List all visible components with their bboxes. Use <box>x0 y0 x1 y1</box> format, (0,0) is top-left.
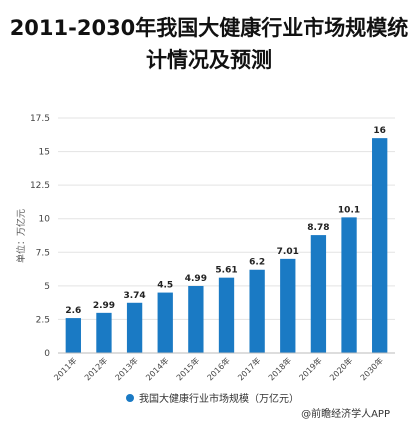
data-label: 6.2 <box>249 258 265 268</box>
data-label: 16 <box>373 126 386 136</box>
x-tick-label: 2014年 <box>144 355 171 382</box>
data-label: 4.5 <box>157 281 173 291</box>
y-axis-ticks: 0 2.5 5 7.5 10 12.5 15 17.5 <box>30 114 50 359</box>
bar <box>372 138 388 353</box>
data-label: 10.1 <box>338 205 360 215</box>
x-tick-label: 2017年 <box>235 355 262 382</box>
bar <box>249 269 265 353</box>
data-label: 2.99 <box>93 301 115 311</box>
bar <box>341 217 357 353</box>
source-credit: @前瞻经济学人APP <box>301 409 390 420</box>
y-tick-label: 15 <box>39 148 50 158</box>
bar <box>126 302 143 353</box>
bar <box>218 277 235 353</box>
x-tick-label: 2013年 <box>113 355 140 382</box>
bar <box>157 292 173 353</box>
bar <box>280 258 296 353</box>
x-tick-label: 2018年 <box>266 355 293 382</box>
grid-lines <box>58 117 395 320</box>
data-label: 2.6 <box>65 306 81 316</box>
x-tick-label: 2020年 <box>327 355 354 382</box>
x-tick-label: 2011年 <box>52 355 79 382</box>
data-label: 4.99 <box>185 274 207 284</box>
chart-title-line-1: 2011-2030年我国大健康行业市场规模统 <box>9 16 409 40</box>
y-axis-label: 单位：万亿元 <box>15 209 27 263</box>
chart-title-line-2: 计情况及预测 <box>146 48 272 72</box>
data-labels: 2.6 2.99 3.74 4.5 4.99 5.61 6.2 7.01 8.78 10.1 16 <box>65 126 386 316</box>
data-label: 3.74 <box>123 291 145 301</box>
data-label: 7.01 <box>277 247 299 257</box>
y-tick-label: 5 <box>44 282 50 292</box>
bar <box>65 318 81 353</box>
legend-marker <box>126 394 134 402</box>
legend: 我国大健康行业市场规模（万亿元） <box>126 392 299 405</box>
y-tick-label: 7.5 <box>36 248 50 258</box>
x-tick-label: 2012年 <box>82 355 109 382</box>
y-tick-label: 17.5 <box>30 114 50 124</box>
x-tick-label: 2019年 <box>297 355 324 382</box>
data-label: 5.61 <box>215 266 237 276</box>
y-tick-label: 12.5 <box>30 181 50 191</box>
y-tick-label: 10 <box>39 215 51 225</box>
data-label: 8.78 <box>307 223 329 233</box>
x-tick-label: 2030年 <box>358 355 385 382</box>
bars <box>65 138 388 353</box>
x-tick-label: 2015年 <box>174 355 201 382</box>
y-tick-label: 2.5 <box>36 315 50 325</box>
bar <box>96 312 112 353</box>
x-tick-label: 2016年 <box>205 355 232 382</box>
x-axis-ticks: 2011年 2012年 2013年 2014年 2015年 2016年 2017年 2018年… <box>52 355 385 382</box>
legend-label: 我国大健康行业市场规模（万亿元） <box>139 392 299 405</box>
bar <box>310 235 327 353</box>
bar <box>188 285 204 353</box>
y-tick-label: 0 <box>44 349 50 359</box>
